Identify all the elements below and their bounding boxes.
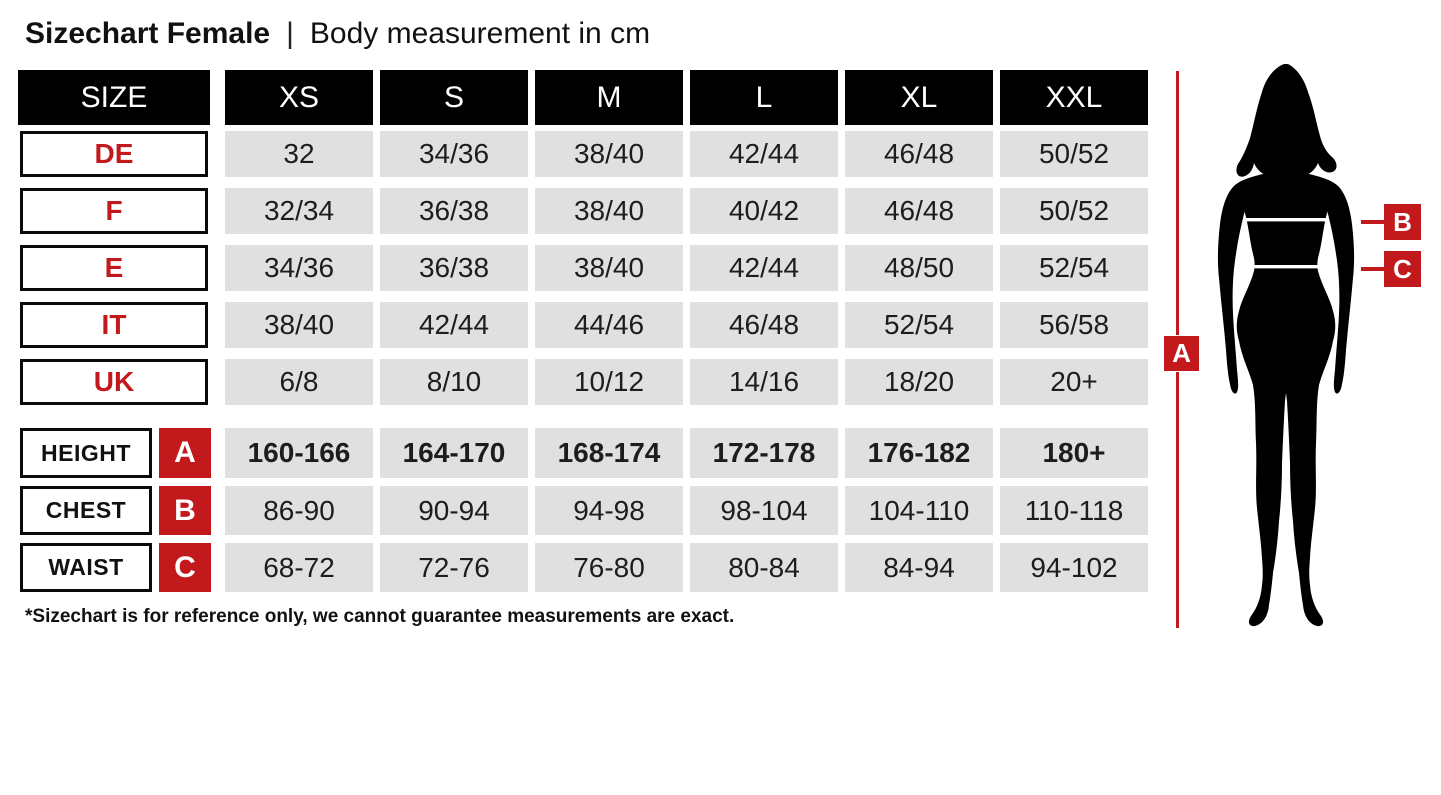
size-value-cell: 50/52 bbox=[1000, 188, 1148, 234]
page-title: Sizechart Female | Body measurement in cm bbox=[25, 17, 650, 51]
waist-measure-line bbox=[1253, 265, 1319, 269]
chest-letter-badge: B bbox=[159, 486, 211, 535]
size-value-cell: 34/36 bbox=[380, 131, 528, 177]
left-arm-shape bbox=[1217, 186, 1245, 394]
column-header-xl: XL bbox=[845, 70, 993, 125]
row-label-waist: WAIST bbox=[20, 543, 152, 592]
row-label-uk: UK bbox=[20, 359, 208, 405]
waist-marker-connector bbox=[1361, 267, 1384, 271]
measurement-figure: A B C bbox=[1150, 60, 1441, 680]
page-title-main: Sizechart Female bbox=[25, 17, 271, 50]
measurement-value-cell: 104-110 bbox=[845, 486, 993, 535]
size-value-cell: 56/58 bbox=[1000, 302, 1148, 348]
measurement-value-cell: 94-102 bbox=[1000, 543, 1148, 592]
size-value-cell: 46/48 bbox=[845, 131, 993, 177]
table-row-f: F 32/34 36/38 38/40 40/42 46/48 50/52 bbox=[18, 188, 1148, 234]
size-value-cell: 38/40 bbox=[535, 188, 683, 234]
measurement-value-cell: 72-76 bbox=[380, 543, 528, 592]
column-header-l: L bbox=[690, 70, 838, 125]
title-separator: | bbox=[286, 17, 294, 50]
size-table: SIZE XS S M L XL XXL DE 32 34/36 38/40 4… bbox=[18, 70, 1148, 592]
measurement-value-cell: 168-174 bbox=[535, 428, 683, 478]
waist-letter-badge: C bbox=[159, 543, 211, 592]
size-value-cell: 36/38 bbox=[380, 245, 528, 291]
size-value-cell: 46/48 bbox=[845, 188, 993, 234]
column-header-xxl: XXL bbox=[1000, 70, 1148, 125]
torso-legs-shape bbox=[1230, 160, 1342, 627]
size-value-cell: 20+ bbox=[1000, 359, 1148, 405]
measurement-value-cell: 86-90 bbox=[225, 486, 373, 535]
female-silhouette bbox=[1217, 64, 1355, 627]
size-header-cell: SIZE bbox=[18, 70, 210, 125]
size-value-cell: 48/50 bbox=[845, 245, 993, 291]
chest-marker-connector bbox=[1361, 220, 1384, 224]
size-value-cell: 38/40 bbox=[535, 245, 683, 291]
measurement-value-cell: 180+ bbox=[1000, 428, 1148, 478]
column-header-xs: XS bbox=[225, 70, 373, 125]
measurement-value-cell: 172-178 bbox=[690, 428, 838, 478]
measurement-value-cell: 76-80 bbox=[535, 543, 683, 592]
table-header-row: SIZE XS S M L XL XXL bbox=[18, 70, 1148, 125]
size-value-cell: 42/44 bbox=[690, 131, 838, 177]
measurement-value-cell: 98-104 bbox=[690, 486, 838, 535]
measurement-value-cell: 68-72 bbox=[225, 543, 373, 592]
size-value-cell: 6/8 bbox=[225, 359, 373, 405]
measurement-value-cell: 160-166 bbox=[225, 428, 373, 478]
disclaimer-footnote: *Sizechart is for reference only, we can… bbox=[25, 606, 735, 627]
measurement-value-cell: 164-170 bbox=[380, 428, 528, 478]
table-row-de: DE 32 34/36 38/40 42/44 46/48 50/52 bbox=[18, 131, 1148, 177]
measurement-value-cell: 84-94 bbox=[845, 543, 993, 592]
table-row-e: E 34/36 36/38 38/40 42/44 48/50 52/54 bbox=[18, 245, 1148, 291]
size-value-cell: 32 bbox=[225, 131, 373, 177]
row-label-height: HEIGHT bbox=[20, 428, 152, 478]
size-value-cell: 10/12 bbox=[535, 359, 683, 405]
chest-measure-line bbox=[1245, 218, 1327, 222]
size-value-cell: 52/54 bbox=[1000, 245, 1148, 291]
head-shape bbox=[1264, 85, 1308, 149]
size-value-cell: 44/46 bbox=[535, 302, 683, 348]
chest-marker-badge: B bbox=[1384, 204, 1421, 240]
table-row-it: IT 38/40 42/44 44/46 46/48 52/54 56/58 bbox=[18, 302, 1148, 348]
size-value-cell: 38/40 bbox=[535, 131, 683, 177]
column-headers: XS S M L XL XXL bbox=[225, 70, 1148, 125]
row-label-de: DE bbox=[20, 131, 208, 177]
size-value-cell: 46/48 bbox=[690, 302, 838, 348]
measurement-value-cell: 94-98 bbox=[535, 486, 683, 535]
size-value-cell: 52/54 bbox=[845, 302, 993, 348]
size-value-cell: 42/44 bbox=[690, 245, 838, 291]
column-header-s: S bbox=[380, 70, 528, 125]
height-marker-badge: A bbox=[1163, 335, 1200, 372]
row-label-f: F bbox=[20, 188, 208, 234]
measurement-value-cell: 110-118 bbox=[1000, 486, 1148, 535]
measurement-value-cell: 176-182 bbox=[845, 428, 993, 478]
size-value-cell: 14/16 bbox=[690, 359, 838, 405]
size-value-cell: 18/20 bbox=[845, 359, 993, 405]
column-header-m: M bbox=[535, 70, 683, 125]
table-row-waist: WAIST C 68-72 72-76 76-80 80-84 84-94 94… bbox=[18, 543, 1148, 592]
measurement-value-cell: 90-94 bbox=[380, 486, 528, 535]
size-value-cell: 38/40 bbox=[225, 302, 373, 348]
row-label-e: E bbox=[20, 245, 208, 291]
size-value-cell: 42/44 bbox=[380, 302, 528, 348]
size-value-cell: 34/36 bbox=[225, 245, 373, 291]
row-label-it: IT bbox=[20, 302, 208, 348]
size-value-cell: 40/42 bbox=[690, 188, 838, 234]
size-value-cell: 8/10 bbox=[380, 359, 528, 405]
waist-marker-badge: C bbox=[1384, 251, 1421, 287]
table-row-chest: CHEST B 86-90 90-94 94-98 98-104 104-110… bbox=[18, 486, 1148, 535]
size-value-cell: 50/52 bbox=[1000, 131, 1148, 177]
size-value-cell: 36/38 bbox=[380, 188, 528, 234]
size-value-cell: 32/34 bbox=[225, 188, 373, 234]
table-row-uk: UK 6/8 8/10 10/12 14/16 18/20 20+ bbox=[18, 359, 1148, 405]
height-letter-badge: A bbox=[159, 428, 211, 478]
table-row-height: HEIGHT A 160-166 164-170 168-174 172-178… bbox=[18, 428, 1148, 478]
measurement-value-cell: 80-84 bbox=[690, 543, 838, 592]
page-title-subtitle: Body measurement in cm bbox=[309, 17, 651, 50]
row-label-chest: CHEST bbox=[20, 486, 152, 535]
right-arm-shape bbox=[1327, 186, 1355, 394]
